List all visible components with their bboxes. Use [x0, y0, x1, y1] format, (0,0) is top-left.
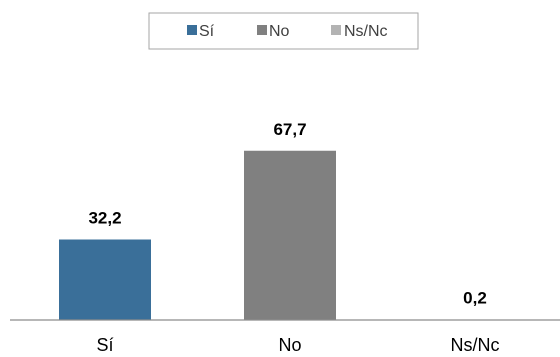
value-labels-group: 32,2 67,7 0,2 — [88, 120, 486, 308]
data-label-si: 32,2 — [88, 209, 121, 228]
bar-no — [244, 150, 336, 320]
x-tick-label-no: No — [278, 335, 301, 355]
legend-label-si: Sí — [199, 23, 215, 40]
x-axis-tick-labels: Sí No Ns/Nc — [96, 335, 499, 355]
x-tick-label-si: Sí — [96, 335, 113, 355]
legend-entry-no: No — [257, 23, 290, 40]
legend-entry-si: Sí — [187, 23, 215, 40]
legend-label-nsnc: Ns/Nc — [344, 23, 388, 40]
legend-swatch-no — [257, 25, 267, 35]
legend-swatch-nsnc — [331, 25, 341, 35]
data-label-no: 67,7 — [273, 120, 306, 139]
legend-entry-nsnc: Ns/Nc — [331, 23, 388, 40]
data-label-nsnc: 0,2 — [463, 289, 487, 308]
bar-si — [59, 239, 151, 320]
legend-swatch-si — [187, 25, 197, 35]
bars-group — [59, 150, 521, 320]
x-tick-label-nsnc: Ns/Nc — [451, 335, 500, 355]
legend-label-no: No — [269, 23, 290, 40]
legend: Sí No Ns/Nc — [148, 12, 419, 50]
